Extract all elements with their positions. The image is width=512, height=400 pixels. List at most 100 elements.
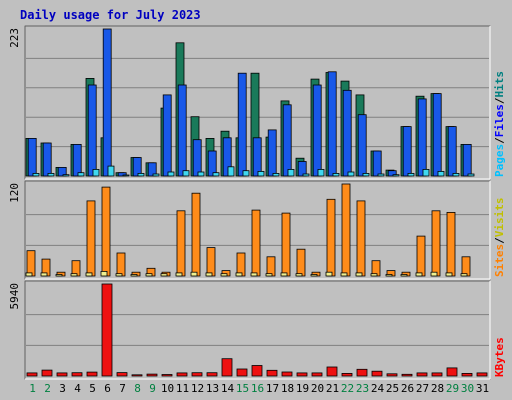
bar-files-day-9 xyxy=(147,162,157,177)
bar-visits-day-30 xyxy=(461,256,471,277)
bar-pages-day-28 xyxy=(437,170,445,177)
legend-separator: / xyxy=(493,237,506,244)
bar-files-day-6 xyxy=(102,28,112,177)
bar-kbytes-day-5 xyxy=(86,371,98,377)
bar-sites-day-7 xyxy=(115,273,123,277)
y-max-label: 5940 xyxy=(8,283,21,310)
bar-pages-day-2 xyxy=(47,172,55,177)
bar-files-day-1 xyxy=(27,137,37,177)
bar-sites-day-24 xyxy=(370,273,378,277)
x-tick-day-15: 15 xyxy=(236,382,249,395)
bar-pages-day-19 xyxy=(302,173,310,177)
bar-kbytes-day-3 xyxy=(56,372,68,377)
bar-sites-day-4 xyxy=(70,273,78,277)
bar-pages-day-6 xyxy=(107,165,115,177)
bar-sites-day-27 xyxy=(415,272,423,277)
bar-kbytes-day-19 xyxy=(296,372,308,377)
bar-kbytes-day-13 xyxy=(206,372,218,377)
panel-kbytes: 5940 KBytes xyxy=(8,280,506,380)
x-tick-day-12: 12 xyxy=(191,382,204,395)
bar-visits-day-28 xyxy=(431,210,441,277)
bar-files-day-3 xyxy=(57,166,67,177)
bar-kbytes-day-31 xyxy=(476,372,488,377)
bar-files-day-24 xyxy=(372,150,382,177)
bar-kbytes-day-12 xyxy=(191,372,203,377)
x-tick-day-9: 9 xyxy=(149,382,156,395)
bar-files-day-16 xyxy=(252,137,262,177)
y-max-label: 223 xyxy=(8,28,21,48)
bar-pages-day-30 xyxy=(467,173,475,177)
bar-sites-day-13 xyxy=(205,272,213,277)
x-tick-day-11: 11 xyxy=(176,382,189,395)
bar-pages-day-16 xyxy=(257,170,265,177)
bar-kbytes-day-2 xyxy=(41,369,53,377)
bar-pages-day-11 xyxy=(182,170,190,177)
bar-kbytes-day-16 xyxy=(251,365,263,377)
bar-files-day-25 xyxy=(387,170,397,177)
bar-kbytes-day-28 xyxy=(431,372,443,377)
bar-pages-day-15 xyxy=(242,170,250,177)
legend-pages-files-hits: Pages/Files/Hits xyxy=(493,71,506,177)
bar-sites-day-3 xyxy=(55,274,63,277)
bar-files-day-27 xyxy=(417,98,427,177)
x-axis-labels: 1 2 3 4 5 6 7 8 9 10 11 12 13 14 15 16 17 18 19 20 21 22 23 24 2… xyxy=(29,382,489,395)
x-tick-day-26: 26 xyxy=(401,382,414,395)
x-tick-day-14: 14 xyxy=(221,382,235,395)
bar-visits-day-27 xyxy=(416,235,426,277)
x-tick-day-2: 2 xyxy=(44,382,51,395)
legend-entry: Files xyxy=(493,104,506,137)
bar-visits-day-5 xyxy=(86,200,96,277)
bar-visits-day-16 xyxy=(251,209,261,277)
bar-pages-day-3 xyxy=(62,174,70,177)
bar-kbytes-day-7 xyxy=(116,372,128,377)
bar-visits-day-12 xyxy=(191,192,201,277)
legend-kbytes: KBytes xyxy=(493,337,506,377)
bar-kbytes-day-25 xyxy=(386,373,398,377)
bar-visits-day-19 xyxy=(296,248,306,277)
bar-kbytes-day-1 xyxy=(26,372,38,377)
bar-kbytes-day-8 xyxy=(131,374,143,377)
bar-files-day-7 xyxy=(117,172,127,177)
bar-kbytes-day-26 xyxy=(401,373,413,377)
bar-kbytes-day-15 xyxy=(236,368,248,377)
bar-visits-day-6 xyxy=(101,186,111,277)
bar-files-day-30 xyxy=(462,143,472,177)
bar-pages-day-29 xyxy=(452,172,460,177)
x-tick-day-29: 29 xyxy=(446,382,459,395)
x-tick-day-16: 16 xyxy=(251,382,264,395)
bar-files-day-2 xyxy=(42,142,52,177)
bar-sites-day-2 xyxy=(40,272,48,277)
bar-visits-day-13 xyxy=(206,247,216,277)
bar-pages-day-21 xyxy=(332,172,340,177)
x-tick-day-30: 30 xyxy=(461,382,474,395)
x-tick-day-25: 25 xyxy=(386,382,399,395)
bar-sites-day-20 xyxy=(310,274,318,277)
bar-pages-day-27 xyxy=(422,168,430,177)
bar-sites-day-29 xyxy=(445,272,453,277)
x-tick-day-17: 17 xyxy=(266,382,279,395)
bar-visits-day-23 xyxy=(356,200,366,277)
x-tick-day-22: 22 xyxy=(341,382,354,395)
bar-sites-day-15 xyxy=(235,272,243,277)
bar-kbytes-day-23 xyxy=(356,368,368,377)
bar-pages-day-9 xyxy=(152,173,160,177)
bar-pages-day-17 xyxy=(272,172,280,177)
bar-kbytes-day-29 xyxy=(446,367,458,377)
bar-files-day-8 xyxy=(132,157,142,177)
bar-pages-day-25 xyxy=(392,174,400,177)
legend-entry: Pages xyxy=(493,144,506,177)
bar-pages-day-5 xyxy=(92,168,100,177)
bar-sites-day-8 xyxy=(130,274,138,277)
x-tick-day-24: 24 xyxy=(371,382,385,395)
bar-sites-day-14 xyxy=(220,273,228,277)
x-tick-day-7: 7 xyxy=(119,382,126,395)
panel-visits-sites: 120 Sites/Visits xyxy=(8,180,506,280)
bar-pages-day-23 xyxy=(362,172,370,177)
bar-files-day-28 xyxy=(432,93,442,177)
bar-visits-day-17 xyxy=(266,256,276,277)
bar-sites-day-12 xyxy=(190,271,198,277)
x-tick-day-6: 6 xyxy=(104,382,111,395)
bar-pages-day-13 xyxy=(212,172,220,177)
bar-files-day-20 xyxy=(312,84,322,177)
bar-pages-day-10 xyxy=(167,171,175,177)
